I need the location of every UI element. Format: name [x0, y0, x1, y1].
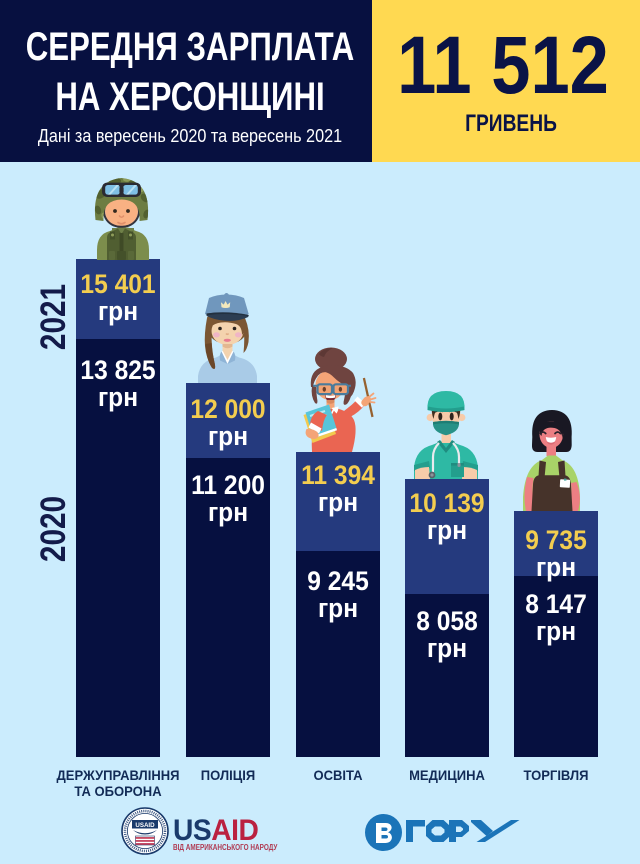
svg-text:USAID: USAID — [135, 822, 155, 829]
